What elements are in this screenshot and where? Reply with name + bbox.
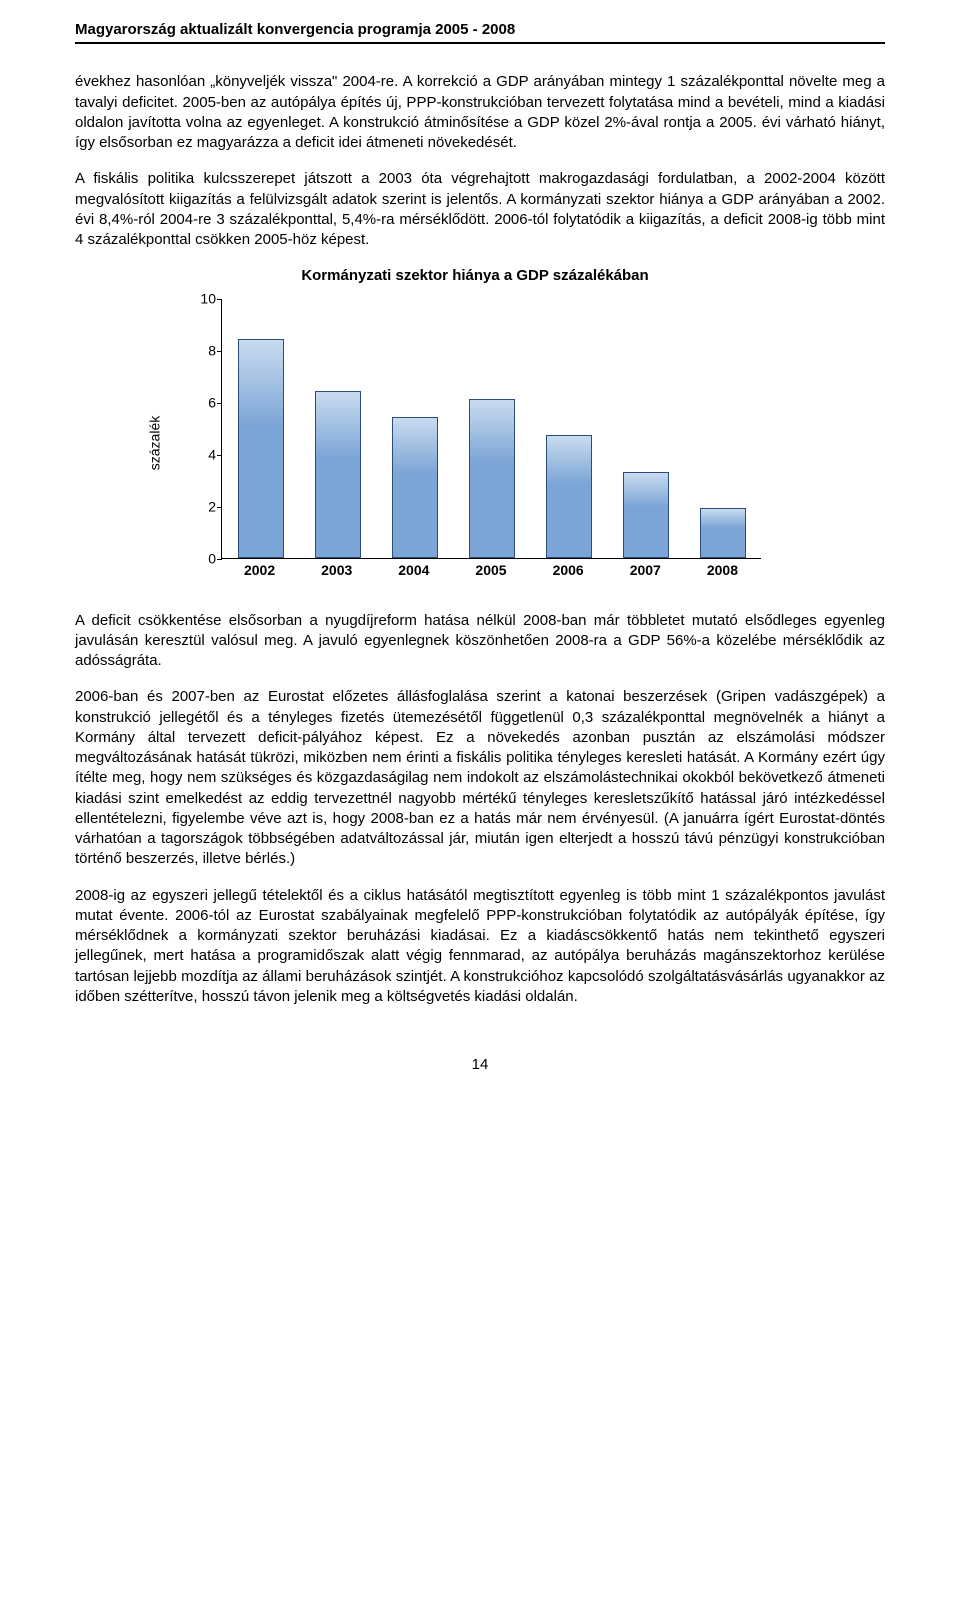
chart-bar	[700, 508, 746, 557]
y-tick-label: 2	[192, 497, 216, 516]
paragraph-4: 2006-ban és 2007-ben az Eurostat előzete…	[75, 687, 885, 869]
x-tick-label: 2007	[630, 561, 661, 580]
y-tick-label: 4	[192, 445, 216, 464]
x-tick-label: 2003	[321, 561, 352, 580]
y-tick-label: 6	[192, 393, 216, 412]
x-tick-label: 2004	[398, 561, 429, 580]
paragraph-2: A fiskális politika kulcsszerepet játszo…	[75, 169, 885, 250]
x-tick-label: 2006	[553, 561, 584, 580]
paragraph-1: évekhez hasonlóan „könyveljék vissza" 20…	[75, 72, 885, 153]
y-tick-label: 0	[192, 549, 216, 568]
deficit-chart: Kormányzati szektor hiánya a GDP százalé…	[165, 266, 885, 592]
page-number: 14	[75, 1055, 885, 1075]
y-tick-label: 8	[192, 341, 216, 360]
chart-bar	[546, 435, 592, 557]
chart-bar	[392, 417, 438, 557]
chart-area: százalék 0246810 20022003200420052006200…	[165, 293, 785, 593]
chart-title: Kormányzati szektor hiánya a GDP százalé…	[205, 266, 745, 286]
x-tick-label: 2005	[475, 561, 506, 580]
paragraph-3: A deficit csökkentése elsősorban a nyugd…	[75, 611, 885, 672]
chart-plot: 0246810	[221, 299, 761, 559]
chart-bar	[238, 339, 284, 557]
document-header: Magyarország aktualizált konvergencia pr…	[75, 20, 885, 44]
chart-bar	[623, 472, 669, 558]
y-axis-label: százalék	[146, 415, 165, 469]
chart-bar	[315, 391, 361, 557]
chart-bar	[469, 399, 515, 558]
paragraph-5: 2008-ig az egyszeri jellegű tételektől é…	[75, 886, 885, 1008]
x-tick-label: 2008	[707, 561, 738, 580]
y-tick-label: 10	[192, 289, 216, 308]
x-tick-label: 2002	[244, 561, 275, 580]
